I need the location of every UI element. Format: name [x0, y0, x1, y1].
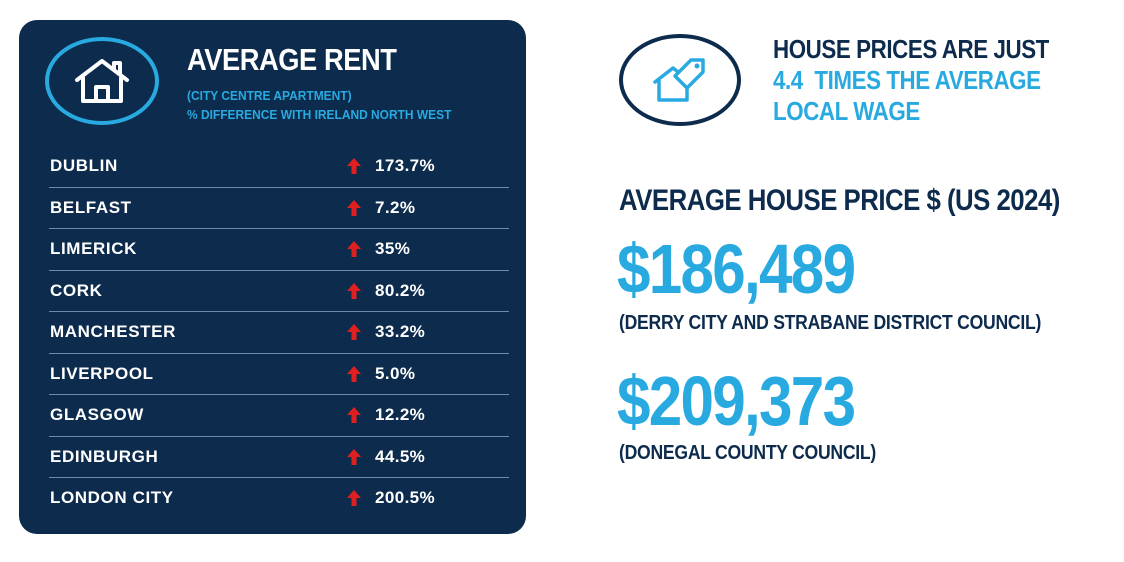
table-row: LIMERICK 35% — [49, 229, 509, 271]
wage-line-3: LOCAL WAGE — [773, 96, 920, 126]
table-row: EDINBURGH 44.5% — [49, 437, 509, 478]
rent-difference: 173.7% — [375, 156, 436, 175]
city-name: LONDON CITY — [50, 488, 174, 507]
city-name: BELFAST — [50, 197, 132, 217]
city-name: LIMERICK — [50, 239, 137, 258]
rent-difference: 5.0% — [375, 363, 416, 383]
price-tag-icon-ring — [619, 34, 741, 126]
arrow-up-icon — [347, 490, 361, 506]
wage-line-2-rest: TIMES THE AVERAGE — [814, 65, 1041, 95]
wage-line-1: HOUSE PRICES ARE JUST — [773, 34, 1049, 64]
arrow-up-icon — [347, 199, 361, 216]
house-icon-ring — [45, 37, 159, 125]
house-price-value: $186,489 — [617, 230, 856, 308]
council-name: (DERRY CITY AND STRABANE DISTRICT COUNCI… — [619, 312, 1042, 334]
table-row: MANCHESTER 33.2% — [49, 312, 509, 354]
city-name: EDINBURGH — [50, 446, 159, 466]
rent-difference: 35% — [375, 239, 411, 258]
city-name: LIVERPOOL — [50, 363, 154, 383]
rent-difference: 12.2% — [375, 405, 426, 424]
arrow-up-icon — [347, 324, 361, 340]
rent-difference: 7.2% — [375, 197, 416, 217]
arrow-up-icon — [347, 407, 361, 423]
rent-difference: 80.2% — [375, 280, 426, 300]
table-row: LIVERPOOL 5.0% — [49, 354, 509, 395]
arrow-up-icon — [347, 241, 361, 257]
table-row: LONDON CITY 200.5% — [49, 478, 509, 520]
rent-difference: 33.2% — [375, 322, 426, 341]
house-icon — [75, 59, 129, 103]
arrow-up-icon — [347, 365, 361, 382]
rent-difference: 200.5% — [375, 488, 436, 507]
city-name: GLASGOW — [50, 405, 144, 424]
house-price-tag-icon — [653, 58, 705, 102]
wage-line-2: 4.4 TIMES THE AVERAGE — [773, 65, 1049, 96]
table-row: CORK 80.2% — [49, 271, 509, 312]
city-name: CORK — [50, 280, 103, 300]
table-row: BELFAST 7.2% — [49, 188, 509, 229]
house-price-value: $209,373 — [617, 362, 856, 440]
panel-title: AVERAGE RENT — [187, 42, 397, 77]
rent-table: DUBLIN 173.7% BELFAST 7.2% LIMERICK 35% … — [49, 146, 509, 520]
panel-subtitle-1: (CITY CENTRE APARTMENT) — [187, 88, 352, 103]
city-name: MANCHESTER — [50, 322, 176, 341]
arrow-up-icon — [347, 158, 361, 174]
average-rent-panel: AVERAGE RENT (CITY CENTRE APARTMENT) % D… — [19, 20, 526, 534]
arrow-up-icon — [347, 448, 361, 465]
rent-difference: 44.5% — [375, 446, 426, 466]
table-row: DUBLIN 173.7% — [49, 146, 509, 188]
wage-ratio-value: 4.4 — [773, 65, 803, 95]
table-row: GLASGOW 12.2% — [49, 395, 509, 437]
house-price-heading: AVERAGE HOUSE PRICE $ (US 2024) — [619, 184, 1060, 217]
arrow-up-icon — [347, 282, 361, 299]
city-name: DUBLIN — [50, 156, 118, 175]
wage-ratio-text: HOUSE PRICES ARE JUST 4.4 TIMES THE AVER… — [773, 34, 1049, 127]
panel-subtitle-2: % DIFFERENCE WITH IRELAND NORTH WEST — [187, 107, 452, 122]
council-name: (DONEGAL COUNTY COUNCIL) — [619, 442, 877, 464]
